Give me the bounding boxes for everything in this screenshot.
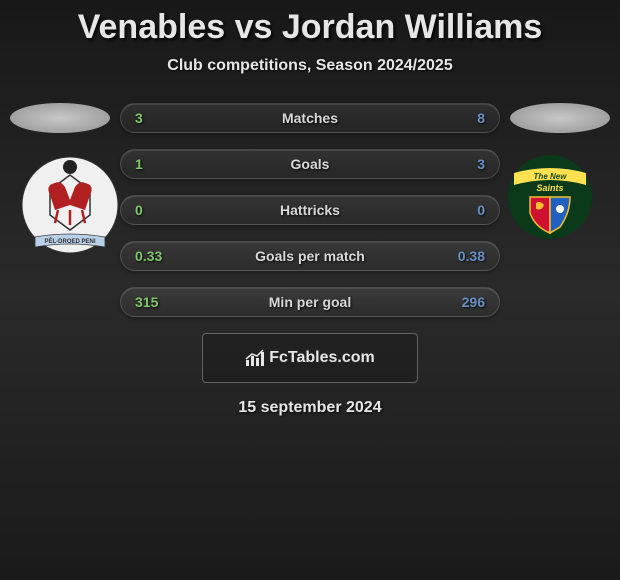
svg-text:PÊL-DROED PENI: PÊL-DROED PENI xyxy=(44,237,95,245)
stat-row: 315 Min per goal 296 xyxy=(120,287,500,317)
player-shadow-right xyxy=(510,103,610,133)
club-badge-left: PÊL-DROED PENI xyxy=(20,155,120,255)
stat-label: Hattricks xyxy=(280,202,340,218)
stat-left-value: 0 xyxy=(135,202,143,218)
stat-row: 3 Matches 8 xyxy=(120,103,500,133)
stat-left-value: 1 xyxy=(135,156,143,172)
stat-right-value: 3 xyxy=(477,156,485,172)
stats-table: 3 Matches 8 1 Goals 3 0 Hattricks 0 0.33… xyxy=(120,103,500,317)
page-title: Venables vs Jordan Williams xyxy=(0,0,620,47)
stat-left-value: 0.33 xyxy=(135,248,162,264)
badge-right-icon: The New Saints xyxy=(500,155,600,255)
stat-row: 1 Goals 3 xyxy=(120,149,500,179)
stat-right-value: 296 xyxy=(462,294,485,310)
brand-footer[interactable]: FcTables.com xyxy=(202,333,418,383)
stat-right-value: 0 xyxy=(477,202,485,218)
brand-text: FcTables.com xyxy=(269,349,375,367)
stat-left-value: 3 xyxy=(135,110,143,126)
svg-text:The New: The New xyxy=(534,172,568,181)
stat-label: Min per goal xyxy=(269,294,351,310)
badge-left-icon: PÊL-DROED PENI xyxy=(20,155,120,255)
stat-row: 0 Hattricks 0 xyxy=(120,195,500,225)
stat-right-value: 8 xyxy=(477,110,485,126)
club-badge-right: The New Saints xyxy=(500,155,600,255)
comparison-content: PÊL-DROED PENI The New Saints 3 Matches … xyxy=(0,103,620,417)
stat-left-value: 315 xyxy=(135,294,158,310)
stat-label: Matches xyxy=(282,110,338,126)
stat-label: Goals per match xyxy=(255,248,365,264)
player-shadow-left xyxy=(10,103,110,133)
stat-row: 0.33 Goals per match 0.38 xyxy=(120,241,500,271)
date-label: 15 september 2024 xyxy=(0,399,620,417)
chart-icon xyxy=(245,349,265,367)
stat-right-value: 0.38 xyxy=(458,248,485,264)
stat-label: Goals xyxy=(291,156,330,172)
competition-subtitle: Club competitions, Season 2024/2025 xyxy=(0,57,620,75)
svg-text:Saints: Saints xyxy=(536,183,563,193)
brand-label: FcTables.com xyxy=(245,349,375,367)
